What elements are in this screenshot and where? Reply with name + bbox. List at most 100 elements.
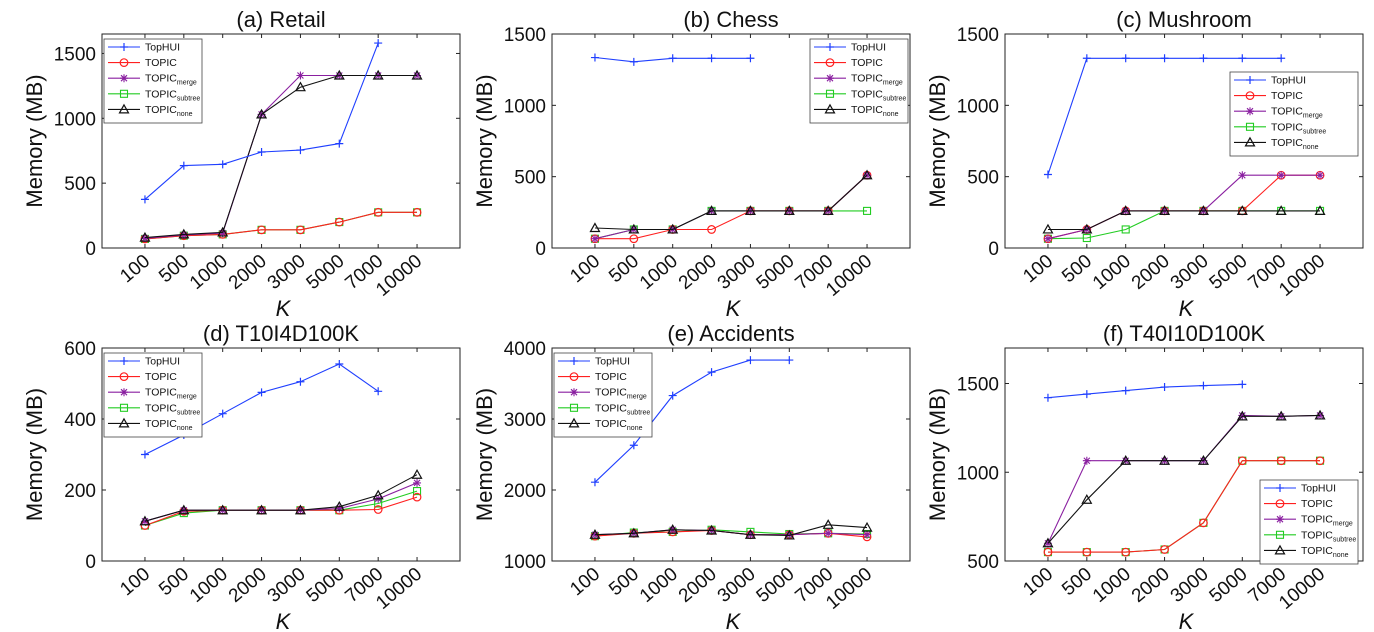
series-TopHUI (590, 53, 755, 66)
TOPIC-point (1082, 547, 1092, 557)
TOPIC_merge-point (1238, 411, 1247, 420)
TopHUI-point (1121, 386, 1130, 395)
TopHUI-point (179, 161, 188, 170)
legend-TOPIC_none-point (568, 417, 580, 428)
TOPIC_none-point (372, 69, 384, 80)
TOPIC-line (144, 211, 417, 240)
TopHUI-point (374, 387, 383, 396)
TOPIC_merge-point (590, 234, 599, 243)
series-TOPIC_merge (140, 478, 422, 526)
x-tick-label: 3000 (1167, 564, 1213, 607)
TOPIC_none-point (217, 226, 229, 237)
y-tick-label: 1500 (957, 375, 999, 396)
TOPIC_none-line (144, 74, 417, 239)
y-tick-label: 1000 (504, 96, 546, 117)
x-tick-label: 3000 (264, 251, 310, 294)
legend-label: TOPIC (145, 371, 177, 383)
series-TopHUI (590, 356, 794, 487)
x-tick-label: 500 (605, 564, 643, 600)
TOPIC_none-point (256, 108, 268, 119)
legend-TOPIC_subtree-point (119, 89, 129, 98)
legend-TOPIC-point (1245, 91, 1255, 100)
TOPIC_merge-point (296, 71, 305, 80)
TOPIC-point (1276, 456, 1286, 466)
x-tick-label: 100 (116, 251, 154, 287)
legend-TOPIC_merge-point (826, 74, 834, 83)
plot-frame (551, 347, 911, 562)
TOPIC_none-point (1275, 410, 1287, 421)
y-tick-label: 200 (64, 481, 96, 502)
y-tick-label: 1000 (504, 552, 546, 573)
TOPIC_merge-line (144, 482, 418, 522)
y-tick-label: 2000 (504, 481, 546, 502)
legend-TOPIC_none-point (1244, 136, 1256, 147)
TOPIC_none-line (144, 474, 418, 522)
x-tick-label: 5000 (753, 251, 799, 294)
TopHUI-point (1160, 383, 1169, 392)
legend: TopHUITOPICTOPICmergeTOPICsubtreeTOPICno… (103, 38, 203, 124)
TopHUI-point (668, 391, 677, 400)
y-axis-title: Memory (MB) (925, 388, 950, 521)
TOPIC_merge-point (140, 234, 149, 243)
TOPIC_merge-point (1277, 171, 1286, 180)
TOPIC_none-point (1314, 409, 1326, 420)
TOPIC_merge-point (863, 530, 872, 539)
x-tick-label: 5000 (303, 251, 349, 294)
TopHUI-point (590, 53, 599, 62)
TOPIC_merge-point (824, 529, 833, 538)
x-tick-label: 100 (566, 251, 604, 287)
TOPIC_none-point (139, 515, 151, 526)
legend-label: TopHUI (145, 356, 180, 368)
x-tick-label: 500 (155, 251, 193, 287)
TOPIC_none-point (411, 69, 423, 80)
TOPIC_none-point (1081, 494, 1093, 504)
series-TopHUI (1043, 380, 1247, 402)
legend-label-subscript: merge (627, 394, 647, 401)
TOPIC-point (1199, 518, 1208, 528)
legend-TopHUI-point (1246, 76, 1254, 84)
TOPIC_none-point (861, 169, 873, 180)
TopHUI-point (1082, 390, 1091, 399)
TOPIC-point (707, 225, 716, 234)
TOPIC_none-point (1120, 205, 1132, 216)
TOPIC_none-point (667, 223, 679, 234)
x-tick-label: 3000 (714, 564, 760, 607)
TOPIC_merge-point (1316, 171, 1325, 180)
legend-TOPIC_merge-point (1276, 515, 1284, 524)
TOPIC_subtree-line (594, 210, 867, 240)
legend-label-subscript: subtree (627, 409, 650, 416)
TOPIC-point (412, 207, 422, 217)
legend: TopHUITOPICTOPICmergeTOPICsubtreeTOPICno… (553, 352, 653, 438)
legend-label: TOPIC (595, 371, 627, 383)
series-TOPIC (1043, 456, 1325, 557)
TOPIC-point (412, 492, 422, 502)
TopHUI-point (1043, 393, 1052, 402)
y-tick-label: 1500 (957, 25, 999, 46)
TOPIC_none-point (1236, 410, 1248, 421)
series-TOPIC_none (1042, 205, 1326, 234)
TopHUI-point (218, 409, 227, 418)
TOPIC_none-point (1042, 223, 1054, 234)
TOPIC_none-point (667, 524, 679, 534)
TopHUI-point (374, 39, 383, 48)
TOPIC_none-point (333, 69, 345, 80)
TOPIC-point (1315, 456, 1325, 466)
TOPIC_none-point (1120, 454, 1132, 465)
series-TOPIC_none (589, 169, 873, 234)
legend-TopHUI-point (120, 357, 128, 365)
TopHUI-point (296, 377, 305, 386)
TOPIC_none-point (294, 81, 306, 92)
TOPIC_subtree-point (1121, 225, 1130, 234)
x-tick-label: 1000 (186, 564, 232, 607)
TOPIC-line (1048, 460, 1320, 553)
TOPIC_merge-point (590, 530, 599, 539)
TOPIC-point (373, 505, 383, 514)
legend-label-subscript: none (883, 111, 899, 118)
TopHUI-point (1199, 381, 1208, 390)
TopHUI-point (746, 54, 755, 63)
legend-label: TopHUI (595, 356, 630, 368)
TopHUI-point (1121, 54, 1130, 63)
x-tick-label: 10000 (1275, 564, 1329, 614)
legend-label-subscript: subtree (177, 95, 200, 102)
